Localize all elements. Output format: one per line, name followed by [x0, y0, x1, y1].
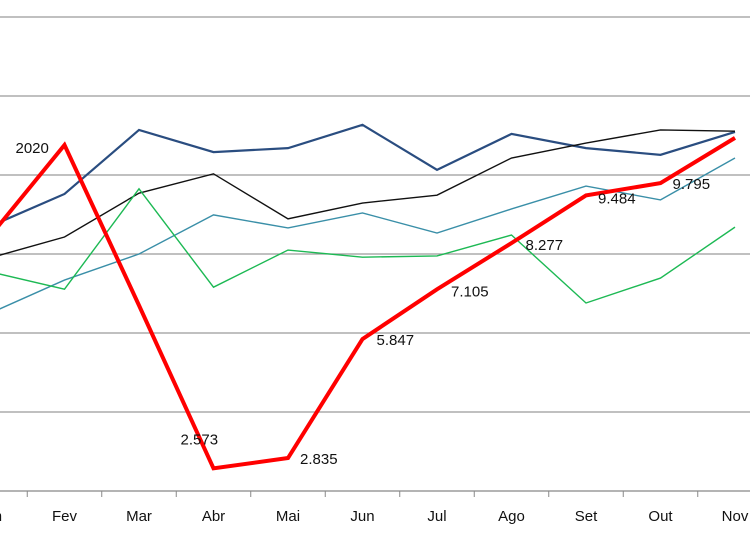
series-dark-blue-line [0, 123, 736, 224]
data-label: 5.847 [377, 332, 415, 349]
x-tick-label: Ago [498, 508, 525, 525]
x-tick-label: Out [648, 508, 673, 525]
x-tick-label: Nov [722, 508, 749, 525]
data-label: 9.795 [673, 176, 711, 193]
data-label: 2.835 [300, 451, 338, 468]
x-tick-label: Fev [52, 508, 78, 525]
x-tick-label: Abr [202, 508, 225, 525]
data-label: 2.573 [181, 431, 219, 448]
series-green-line [0, 187, 736, 304]
x-tick-label: Jan [0, 508, 2, 525]
series-2020-line [0, 136, 737, 471]
series-label-2020: 2020 [16, 140, 49, 157]
x-tick-label: Mar [126, 508, 152, 525]
series-black-line [0, 129, 736, 256]
x-tick-label: Jul [427, 508, 446, 525]
data-label: 7.105 [451, 283, 489, 300]
data-label: 8.277 [526, 237, 564, 254]
x-tick-label: Jun [350, 508, 374, 525]
data-label: 9.484 [598, 190, 636, 207]
x-tick-label: Set [575, 508, 598, 525]
x-tick-label: Mai [276, 508, 300, 525]
